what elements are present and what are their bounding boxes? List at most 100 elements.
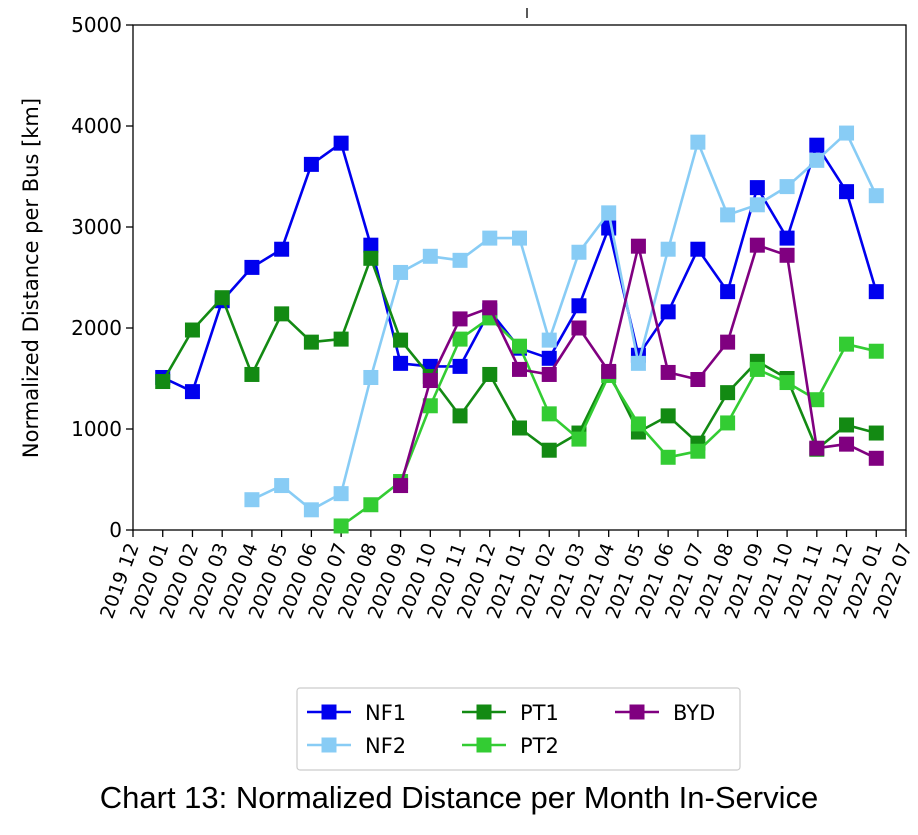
- data-point-nf2: [541, 332, 557, 348]
- data-point-nf2: [512, 230, 527, 246]
- data-point-pt2: [779, 375, 795, 391]
- data-point-byd: [452, 311, 468, 327]
- y-tick-label: 3000: [71, 215, 122, 239]
- data-point-pt1: [333, 331, 349, 347]
- series-byd: [393, 237, 884, 494]
- data-point-pt2: [868, 343, 884, 359]
- data-point-pt1: [274, 306, 290, 322]
- legend-marker: [321, 737, 337, 753]
- data-point-pt2: [809, 392, 825, 408]
- data-point-nf2: [422, 248, 438, 264]
- plot-area: [132, 8, 907, 531]
- data-point-nf2: [839, 125, 855, 141]
- legend-label: PT2: [520, 734, 559, 758]
- data-point-nf1: [660, 304, 676, 320]
- chart-caption: Chart 13: Normalized Distance per Month …: [99, 780, 819, 815]
- data-point-nf2: [749, 197, 765, 213]
- data-point-byd: [601, 363, 617, 379]
- data-point-nf1: [809, 137, 825, 153]
- data-point-nf2: [482, 230, 498, 246]
- data-point-nf1: [452, 358, 468, 374]
- legend-marker: [476, 737, 492, 753]
- data-point-pt2: [660, 449, 676, 465]
- data-point-nf1: [393, 355, 409, 371]
- data-point-pt2: [571, 431, 587, 447]
- data-point-pt1: [868, 425, 884, 441]
- data-point-nf1: [749, 180, 765, 196]
- data-point-byd: [571, 320, 587, 336]
- data-point-nf1: [274, 241, 290, 257]
- data-point-nf2: [690, 134, 706, 150]
- data-point-byd: [482, 300, 498, 316]
- data-point-pt2: [630, 416, 646, 432]
- data-point-pt1: [452, 408, 468, 424]
- data-point-nf2: [809, 152, 825, 168]
- data-point-pt2: [690, 443, 706, 459]
- data-point-pt1: [839, 417, 855, 433]
- data-point-pt1: [303, 334, 319, 350]
- data-point-pt1: [244, 366, 260, 382]
- data-point-pt1: [482, 366, 498, 382]
- data-point-pt2: [422, 398, 438, 414]
- data-point-pt1: [214, 290, 230, 306]
- legend-box: [296, 687, 741, 771]
- legend-item-byd: BYD: [615, 701, 715, 725]
- data-point-pt1: [660, 408, 676, 424]
- data-point-pt1: [155, 374, 171, 390]
- data-point-byd: [839, 436, 855, 452]
- y-axis: 0 1000 2000 3000 4000 5000: [71, 13, 133, 542]
- data-point-nf2: [303, 502, 319, 518]
- legend-item-nf1: NF1: [307, 701, 406, 725]
- data-point-pt2: [452, 331, 468, 347]
- data-point-pt1: [363, 250, 379, 266]
- data-point-nf2: [630, 355, 646, 371]
- data-point-nf2: [601, 205, 617, 221]
- data-point-nf1: [541, 350, 557, 366]
- data-point-byd: [809, 440, 825, 456]
- data-point-nf1: [303, 156, 319, 172]
- data-point-pt2: [333, 518, 349, 534]
- data-point-nf1: [690, 241, 706, 257]
- data-point-nf2: [571, 244, 587, 260]
- y-tick-label: 1000: [71, 417, 122, 441]
- data-point-nf2: [660, 241, 676, 257]
- data-point-byd: [512, 361, 527, 377]
- data-point-nf1: [244, 259, 260, 275]
- data-point-nf1: [779, 230, 795, 246]
- data-point-byd: [720, 334, 736, 350]
- y-axis-label: Normalized Distance per Bus [km]: [19, 98, 43, 458]
- legend-item-pt1: PT1: [462, 701, 559, 725]
- data-point-nf1: [333, 135, 349, 151]
- data-point-pt1: [184, 322, 200, 338]
- data-point-pt1: [720, 385, 736, 401]
- data-point-pt1: [512, 420, 527, 436]
- data-point-nf1: [839, 184, 855, 200]
- series-nf2: [244, 125, 884, 518]
- data-point-nf2: [333, 486, 349, 502]
- legend-item-nf2: NF2: [307, 734, 406, 758]
- data-point-byd: [868, 450, 884, 466]
- y-tick-label: 2000: [71, 316, 122, 340]
- legend-marker: [321, 704, 337, 720]
- data-point-nf2: [452, 252, 468, 268]
- legend-label: NF1: [365, 701, 406, 725]
- legend-item-pt2: PT2: [462, 734, 559, 758]
- data-point-byd: [779, 247, 795, 263]
- data-point-byd: [749, 237, 765, 253]
- data-point-nf1: [184, 384, 200, 400]
- legend-marker: [629, 704, 645, 720]
- data-point-pt2: [839, 336, 855, 352]
- legend: NF1 PT1 BYD NF2 PT2: [296, 687, 741, 771]
- data-point-byd: [660, 364, 676, 380]
- legend-label: BYD: [673, 701, 715, 725]
- data-point-pt2: [720, 415, 736, 431]
- data-point-byd: [422, 373, 438, 389]
- data-point-nf1: [720, 284, 736, 300]
- data-point-pt2: [512, 338, 527, 354]
- legend-label: NF2: [365, 734, 406, 758]
- data-point-byd: [541, 366, 557, 382]
- data-point-nf2: [779, 179, 795, 195]
- data-point-nf1: [363, 237, 379, 253]
